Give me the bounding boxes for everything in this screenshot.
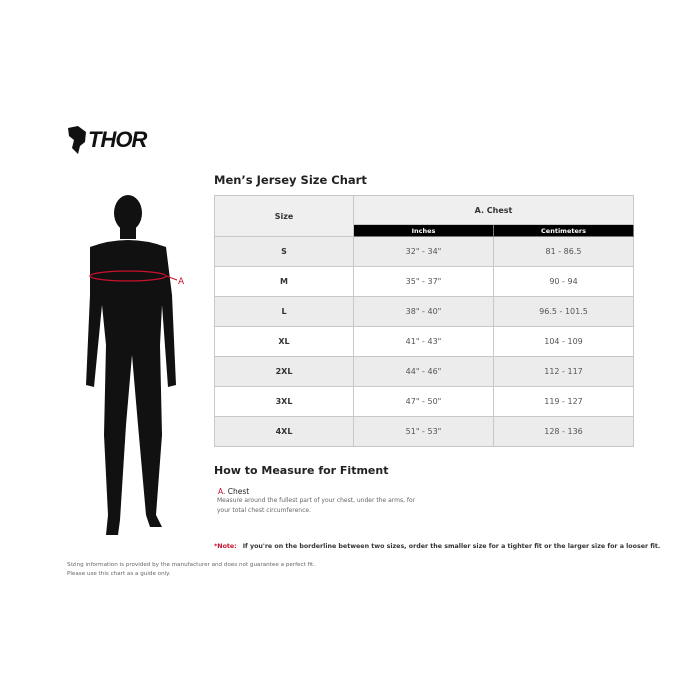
inches-cell: 35" - 37" bbox=[353, 266, 494, 297]
chest-description: Measure around the fullest part of your … bbox=[217, 497, 416, 514]
table-row: XL 41" - 43" 104 - 109 bbox=[214, 326, 634, 357]
cm-cell: 96.5 - 101.5 bbox=[493, 296, 634, 327]
size-header: Size bbox=[214, 195, 354, 237]
size-cell: S bbox=[214, 236, 354, 267]
cm-cell: 119 - 127 bbox=[493, 386, 634, 417]
thor-head-icon bbox=[68, 126, 86, 154]
inches-cell: 41" - 43" bbox=[353, 326, 494, 357]
inches-header: Inches bbox=[353, 224, 494, 237]
note-text: If you're on the borderline between two … bbox=[242, 543, 661, 550]
size-table: Size A. Chest Inches Centimeters S 32" - … bbox=[214, 195, 634, 447]
body-silhouette: A bbox=[86, 195, 185, 535]
measure-heading: How to Measure for Fitment bbox=[214, 464, 389, 477]
cm-cell: 128 - 136 bbox=[493, 416, 634, 447]
table-row: 3XL 47" - 50" 119 - 127 bbox=[214, 386, 634, 417]
chest-label: A. Chest bbox=[218, 487, 249, 496]
disclaimer: Sizing information is provided by the ma… bbox=[67, 561, 315, 578]
chest-marker: A bbox=[178, 277, 185, 287]
chest-name: Chest bbox=[227, 487, 250, 496]
cm-header: Centimeters bbox=[493, 224, 634, 237]
table-row: 2XL 44" - 46" 112 - 117 bbox=[214, 356, 634, 387]
disclaimer-line-1: Sizing information is provided by the ma… bbox=[67, 562, 316, 568]
note-label: *Note: bbox=[214, 543, 237, 550]
cm-cell: 104 - 109 bbox=[493, 326, 634, 357]
size-cell: 2XL bbox=[214, 356, 354, 387]
chest-header: A. Chest bbox=[353, 195, 634, 225]
cm-cell: 90 - 94 bbox=[493, 266, 634, 297]
cm-cell: 81 - 86.5 bbox=[493, 236, 634, 267]
size-cell: 4XL bbox=[214, 416, 354, 447]
inches-cell: 51" - 53" bbox=[353, 416, 494, 447]
inches-cell: 32" - 34" bbox=[353, 236, 494, 267]
inches-cell: 47" - 50" bbox=[353, 386, 494, 417]
table-row: S 32" - 34" 81 - 86.5 bbox=[214, 236, 634, 267]
inches-cell: 44" - 46" bbox=[353, 356, 494, 387]
table-row: 4XL 51" - 53" 128 - 136 bbox=[214, 416, 634, 447]
inches-cell: 38" - 40" bbox=[353, 296, 494, 327]
note: *Note: If you're on the borderline betwee… bbox=[214, 543, 660, 550]
logo-text: THOR bbox=[88, 127, 147, 152]
page-title: Men’s Jersey Size Chart bbox=[214, 173, 367, 187]
table-row: M 35" - 37" 90 - 94 bbox=[214, 266, 634, 297]
chest-letter: A. bbox=[218, 487, 226, 496]
table-row: L 38" - 40" 96.5 - 101.5 bbox=[214, 296, 634, 327]
thor-logo: THOR bbox=[66, 124, 166, 156]
cm-cell: 112 - 117 bbox=[493, 356, 634, 387]
disclaimer-line-2: Please use this chart as a guide only. bbox=[67, 570, 171, 577]
size-cell: 3XL bbox=[214, 386, 354, 417]
size-cell: XL bbox=[214, 326, 354, 357]
size-cell: M bbox=[214, 266, 354, 297]
size-cell: L bbox=[214, 296, 354, 327]
